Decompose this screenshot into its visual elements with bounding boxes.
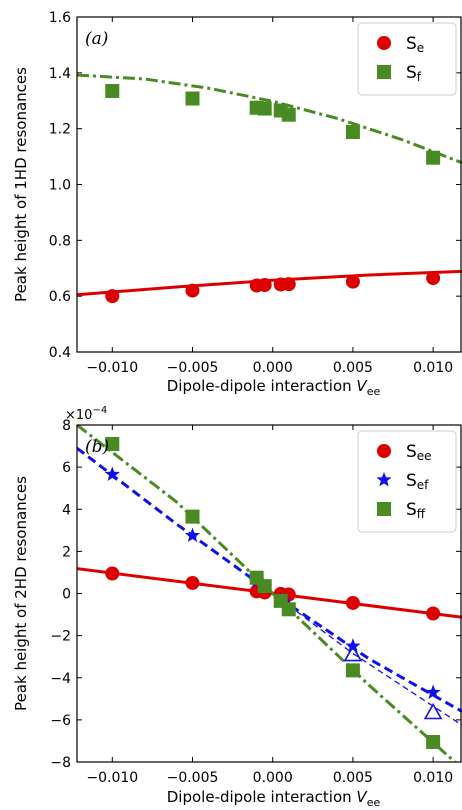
chart-panel-2: −0.010 −0.005 0.000 0.005 0.010 −8 −6 −4 −2 0 2 4 6 8… bbox=[12, 405, 462, 809]
data-point-ee bbox=[105, 566, 120, 581]
y-tick-label: 1.4 bbox=[49, 66, 71, 82]
legend: See Sef Sff bbox=[357, 430, 457, 533]
data-point-ff bbox=[105, 436, 120, 451]
x-axis-label: Dipole-dipole interaction Vee bbox=[167, 377, 381, 398]
y-tick-label: 8 bbox=[62, 418, 71, 434]
y-tick-label: 0.8 bbox=[49, 233, 71, 249]
x-tick-label: −0.005 bbox=[167, 770, 219, 786]
data-point-ef bbox=[425, 684, 441, 699]
data-point-ef bbox=[104, 466, 120, 481]
series-fit-line-ff bbox=[77, 425, 458, 762]
y-tick-label: 1.6 bbox=[49, 10, 71, 26]
x-tick-label: 0.005 bbox=[333, 770, 373, 786]
plot-frame bbox=[76, 424, 462, 763]
x-tick-label: −0.010 bbox=[86, 770, 138, 786]
data-point-ff bbox=[345, 663, 360, 678]
series-fit-line-f bbox=[77, 73, 462, 165]
y-tick-label: 0.6 bbox=[49, 289, 71, 305]
data-point-f bbox=[257, 101, 272, 116]
data-point-ee bbox=[185, 575, 200, 590]
data-point-ee bbox=[426, 606, 441, 621]
legend: Se Sf bbox=[357, 22, 457, 96]
data-point-ff bbox=[281, 602, 296, 617]
legend-label-f: Sf bbox=[406, 63, 422, 84]
data-point-f bbox=[426, 150, 441, 165]
panel-label: (b) bbox=[85, 437, 109, 457]
legend-label-ee: See bbox=[406, 442, 432, 463]
plot-area bbox=[77, 425, 462, 762]
chart-panel-1: −0.010 −0.005 0.000 0.005 0.010 0.4 0.6 0.8 1.0 1… bbox=[12, 10, 462, 398]
x-tick-label: −0.005 bbox=[167, 360, 219, 376]
data-point-ff bbox=[257, 579, 272, 594]
data-point-f bbox=[281, 107, 296, 122]
panel-label: (a) bbox=[85, 29, 108, 49]
data-point-ee bbox=[345, 595, 360, 610]
data-point-e bbox=[281, 277, 296, 292]
data-point-e bbox=[105, 289, 120, 304]
data-point-ef bbox=[184, 527, 201, 543]
legend-label-e: Se bbox=[406, 34, 424, 55]
y-axis-label: Peak height of 1HD resonances bbox=[12, 67, 30, 302]
data-point-f bbox=[185, 91, 200, 106]
legend-label-ff: Sff bbox=[406, 500, 426, 521]
data-point-e bbox=[185, 283, 200, 298]
data-point-ef-hollow bbox=[423, 702, 443, 720]
x-tick-label: 0.000 bbox=[253, 360, 293, 376]
y-tick-label: 1.2 bbox=[49, 122, 71, 138]
y-tick-label: 0.4 bbox=[49, 345, 71, 361]
y-tick-label: −4 bbox=[50, 671, 71, 687]
y-tick-label: 1.0 bbox=[49, 178, 71, 194]
data-point-ff bbox=[185, 509, 200, 524]
plot-area bbox=[77, 73, 462, 304]
y-tick-label: −8 bbox=[50, 755, 71, 771]
legend-marker-ff bbox=[377, 502, 391, 516]
data-point-ff bbox=[426, 734, 441, 749]
data-point-e bbox=[257, 278, 272, 292]
x-tick-label: 0.005 bbox=[333, 360, 373, 376]
y-tick-label: 0 bbox=[62, 587, 71, 603]
legend-marker-f bbox=[377, 65, 391, 79]
legend-marker-e bbox=[377, 36, 391, 50]
legend-label-ef: Sef bbox=[406, 471, 429, 492]
x-tick-label: 0.010 bbox=[413, 360, 453, 376]
y-tick-label: 2 bbox=[62, 544, 71, 560]
data-point-e bbox=[426, 271, 441, 286]
data-point-f bbox=[105, 83, 120, 98]
y-tick-label: 4 bbox=[62, 502, 71, 518]
legend-marker-ef bbox=[376, 472, 392, 487]
data-point-f bbox=[345, 125, 360, 140]
x-tick-label: 0.000 bbox=[253, 770, 293, 786]
data-point-e bbox=[345, 274, 360, 289]
y-tick-label: 6 bbox=[62, 460, 71, 476]
x-tick-label: 0.010 bbox=[413, 770, 453, 786]
legend-marker-ee bbox=[377, 444, 391, 458]
x-tick-label: −0.010 bbox=[86, 360, 138, 376]
data-point-ef-hollow bbox=[343, 644, 363, 662]
series-fit-line-e bbox=[77, 269, 462, 297]
plot-frame bbox=[76, 16, 462, 353]
x-axis-label: Dipole-dipole interaction Vee bbox=[167, 788, 381, 809]
y-axis-label: Peak height of 2HD resonances bbox=[12, 476, 30, 711]
y-tick-label: −2 bbox=[50, 629, 71, 645]
y-axis-multiplier: ×10−4 bbox=[65, 405, 107, 423]
y-tick-label: −6 bbox=[50, 713, 71, 729]
series-fit-line-ef-thin bbox=[272, 592, 462, 726]
